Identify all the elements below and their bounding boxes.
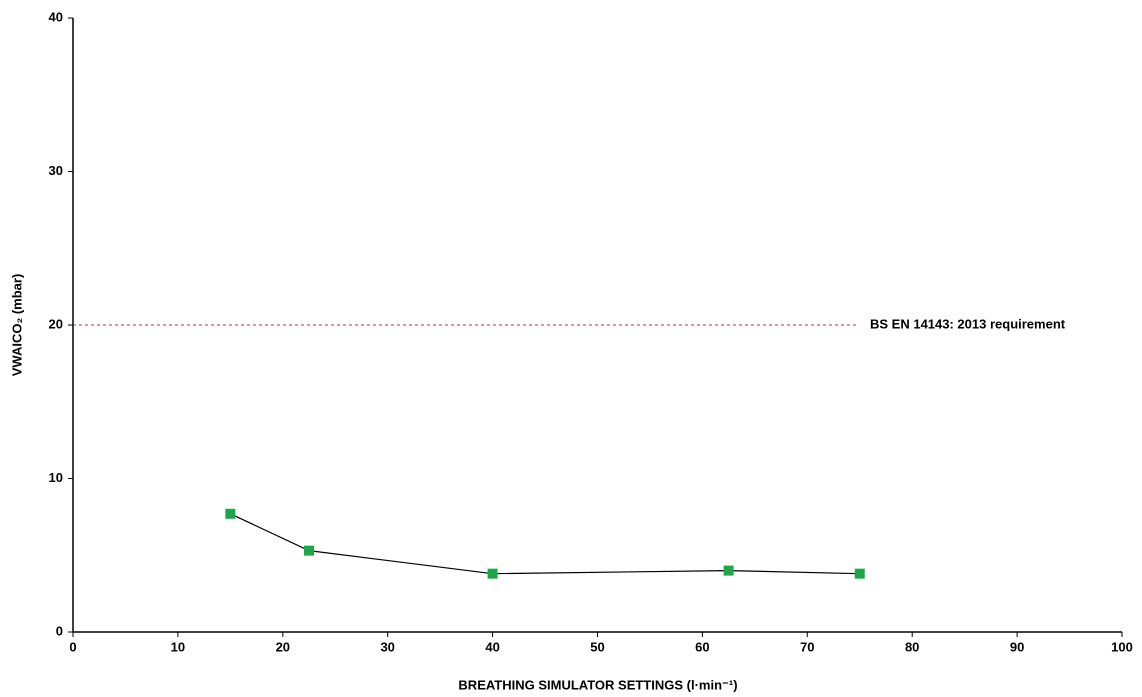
x-tick-label: 0 xyxy=(69,639,76,654)
marker xyxy=(854,568,865,579)
x-tick-label: 80 xyxy=(905,639,919,654)
x-tick-label: 50 xyxy=(590,639,604,654)
marker xyxy=(487,568,498,579)
reference-label: BS EN 14143: 2013 requirement xyxy=(870,316,1066,331)
x-tick-label: 60 xyxy=(695,639,709,654)
y-axis-label: VWAICO₂ (mbar) xyxy=(9,274,24,377)
x-tick-label: 70 xyxy=(800,639,814,654)
x-tick-label: 90 xyxy=(1010,639,1024,654)
x-tick-label: 10 xyxy=(171,639,185,654)
y-tick-label: 0 xyxy=(56,623,63,638)
marker xyxy=(304,545,315,556)
y-tick-label: 10 xyxy=(49,470,63,485)
marker xyxy=(225,508,236,519)
y-tick-label: 30 xyxy=(49,163,63,178)
x-axis-label: BREATHING SIMULATOR SETTINGS (l·min⁻¹) xyxy=(458,677,737,692)
y-tick-label: 20 xyxy=(49,316,63,331)
x-tick-label: 40 xyxy=(485,639,499,654)
x-tick-label: 100 xyxy=(1111,639,1133,654)
x-tick-label: 30 xyxy=(380,639,394,654)
marker xyxy=(723,565,734,576)
y-tick-label: 40 xyxy=(49,9,63,24)
x-tick-label: 20 xyxy=(276,639,290,654)
series-line xyxy=(230,513,860,575)
